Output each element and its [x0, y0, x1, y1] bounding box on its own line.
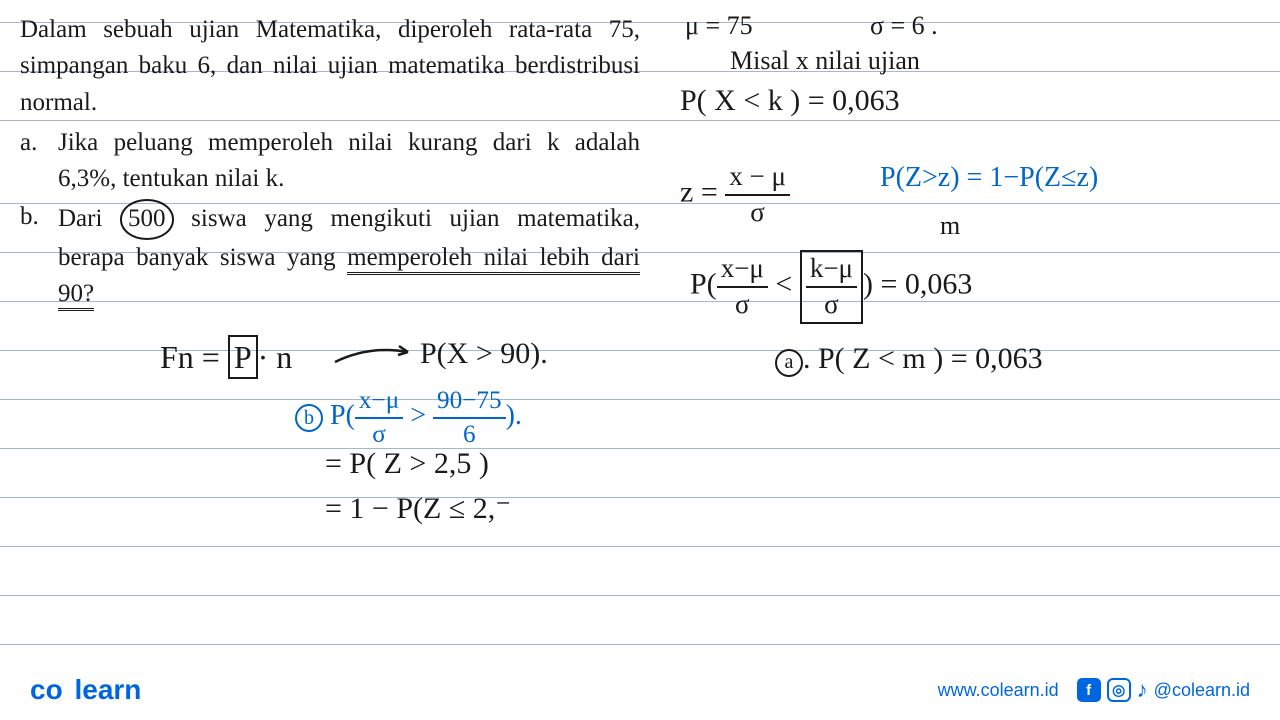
hw-eq-a: a. P( Z < m ) = 0,063: [775, 340, 1043, 378]
arrow-icon: [330, 340, 420, 370]
footer-handle: @colearn.id: [1154, 680, 1250, 701]
tiktok-icon: ♪: [1137, 677, 1148, 703]
hw-m-label: m: [940, 210, 960, 243]
hw-mu: μ = 75: [685, 10, 753, 43]
hw-px90: P(X > 90).: [420, 335, 548, 373]
hw-standardize: P(x−μσ < k−μσ) = 0,063: [690, 250, 972, 324]
hw-pxk: P( X < k ) = 0,063: [680, 82, 900, 120]
hw-misal: Misal x nilai ujian: [730, 45, 920, 78]
circled-number: 500: [120, 199, 174, 239]
circled-a: a: [775, 349, 803, 377]
item-text: Dari 500 siswa yang mengikuti ujian mate…: [58, 199, 640, 312]
footer-url: www.colearn.id: [938, 680, 1059, 701]
circled-b: b: [295, 404, 323, 432]
hw-fn: Fn = P· n: [160, 335, 292, 379]
item-marker: b.: [20, 199, 58, 312]
hw-line-b1: b P(x−μσ > 90−756).: [295, 385, 522, 450]
boxed-p: P: [228, 335, 258, 379]
hw-complement-rule: P(Z>z) = 1−P(Z≤z): [880, 160, 1098, 195]
facebook-icon: f: [1077, 678, 1101, 702]
problem-item-a: a. Jika peluang memperoleh nilai kurang …: [20, 125, 640, 198]
footer-right: www.colearn.id f ◎ ♪ @colearn.id: [938, 677, 1250, 703]
item-text: Jika peluang memperoleh nilai kurang dar…: [58, 125, 640, 198]
problem-text: Dalam sebuah ujian Matematika, diperoleh…: [20, 12, 640, 314]
hw-line-b2: = P( Z > 2,5 ): [325, 445, 489, 483]
social-icons: f ◎ ♪ @colearn.id: [1077, 677, 1250, 703]
problem-intro: Dalam sebuah ujian Matematika, diperoleh…: [20, 12, 640, 121]
brand-logo: co learn: [30, 674, 141, 706]
problem-item-b: b. Dari 500 siswa yang mengikuti ujian m…: [20, 199, 640, 312]
footer: co learn www.colearn.id f ◎ ♪ @colearn.i…: [0, 660, 1280, 720]
item-marker: a.: [20, 125, 58, 198]
instagram-icon: ◎: [1107, 678, 1131, 702]
boxed-fraction: k−μσ: [800, 250, 863, 324]
hw-line-b3: = 1 − P(Z ≤ 2,⁻: [325, 490, 511, 528]
hw-z-formula: z = x − μ σ: [680, 160, 790, 230]
hw-sigma: σ = 6 .: [870, 10, 938, 43]
